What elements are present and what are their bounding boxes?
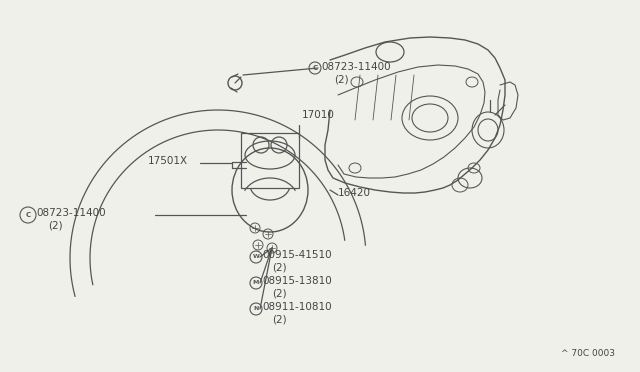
Text: 16420: 16420 bbox=[338, 188, 371, 198]
Text: M: M bbox=[253, 280, 259, 285]
Text: (2): (2) bbox=[48, 220, 63, 230]
Text: C: C bbox=[312, 65, 317, 71]
Text: 08911-10810: 08911-10810 bbox=[262, 302, 332, 312]
Text: ^ 70C 0003: ^ 70C 0003 bbox=[561, 349, 615, 358]
Text: N: N bbox=[253, 307, 259, 311]
Text: 00915-41510: 00915-41510 bbox=[262, 250, 332, 260]
Text: (2): (2) bbox=[272, 314, 287, 324]
Text: (2): (2) bbox=[334, 74, 349, 84]
Text: C: C bbox=[26, 212, 31, 218]
Text: (2): (2) bbox=[272, 288, 287, 298]
Bar bbox=[241, 133, 299, 188]
Text: W: W bbox=[253, 254, 259, 260]
Text: 08915-13810: 08915-13810 bbox=[262, 276, 332, 286]
Text: 08723-11400: 08723-11400 bbox=[36, 208, 106, 218]
Text: 08723-11400: 08723-11400 bbox=[321, 62, 390, 72]
Text: 17501X: 17501X bbox=[148, 156, 188, 166]
Text: (2): (2) bbox=[272, 262, 287, 272]
Text: 17010: 17010 bbox=[302, 110, 335, 120]
